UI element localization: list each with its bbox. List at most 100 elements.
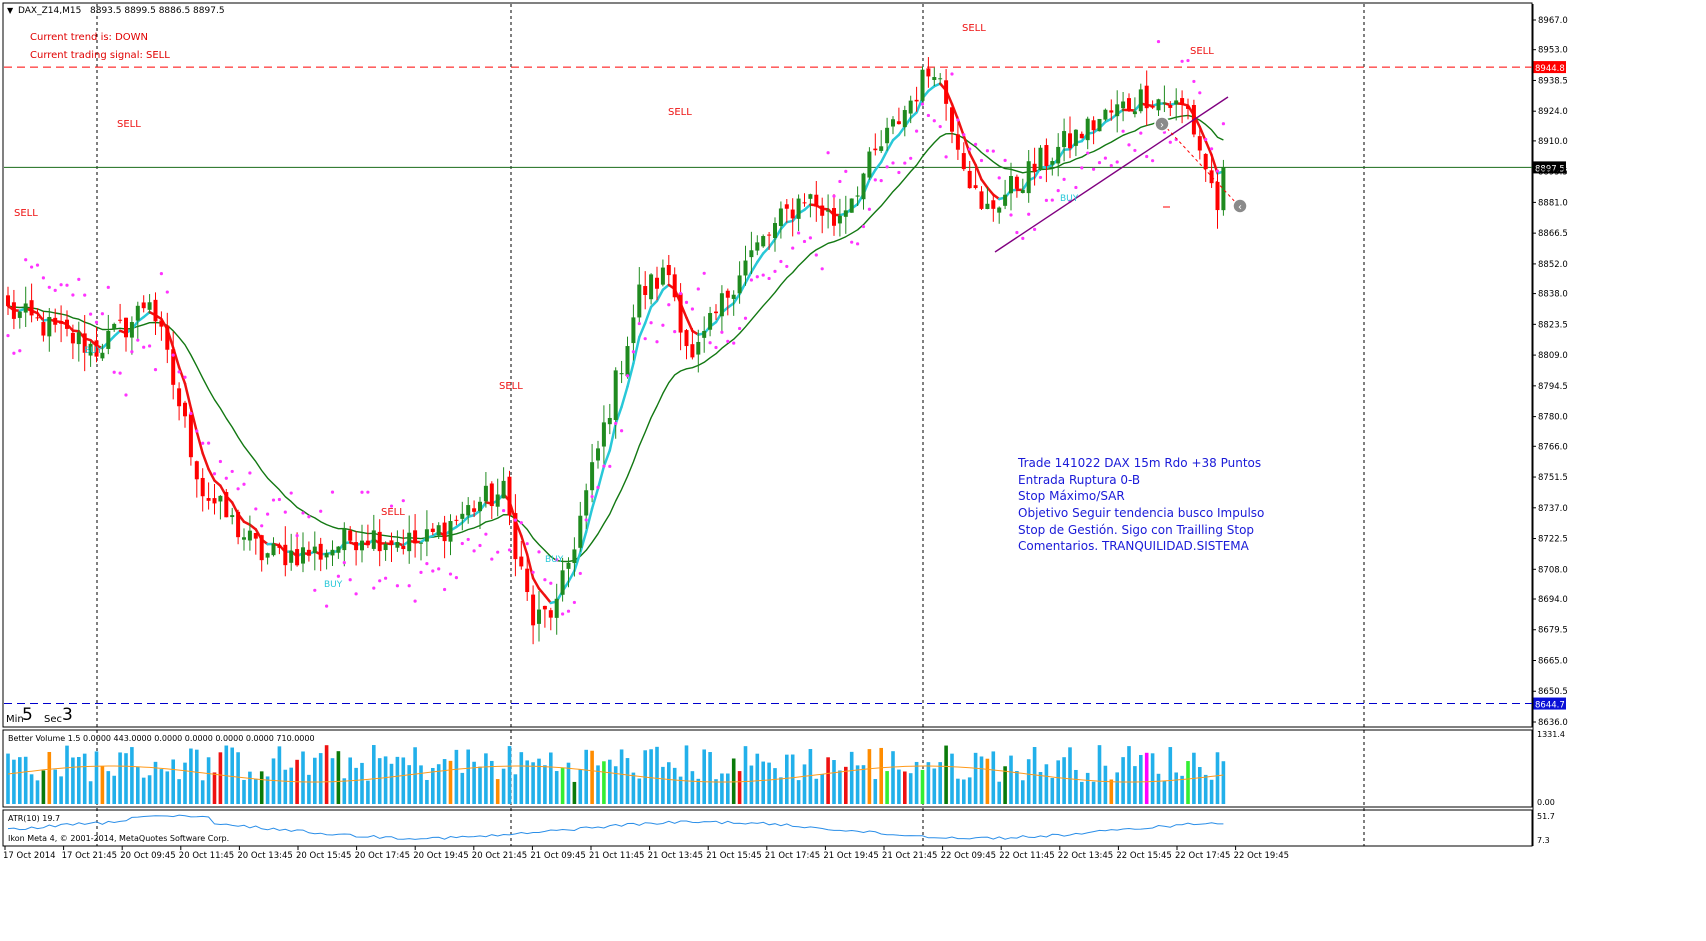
price-tick-label: 8794.5	[1538, 382, 1568, 392]
copyright-text: Ikon Meta 4, © 2001-2014, MetaQuotes Sof…	[8, 834, 229, 843]
sar-dot	[626, 374, 629, 377]
volume-bar	[838, 770, 842, 804]
sell-signal-label: SELL	[1190, 46, 1214, 57]
sar-dot	[408, 584, 411, 587]
time-tick-label: 20 Oct 11:45	[179, 851, 234, 861]
sar-dot	[632, 350, 635, 353]
sar-dot	[142, 346, 145, 349]
price-axis[interactable]: 8944.88897.58644.78967.08953.08938.58924…	[1533, 4, 1568, 846]
atr-subwindow[interactable]	[3, 810, 1532, 846]
volume-bar	[289, 768, 293, 804]
candle-body	[1109, 110, 1113, 112]
volume-bar	[1098, 745, 1102, 804]
sar-dot	[785, 265, 788, 268]
time-tick-label: 21 Oct 17:45	[765, 851, 820, 861]
sar-dot	[950, 72, 953, 75]
time-tick-label: 20 Oct 19:45	[413, 851, 468, 861]
candle-body	[183, 403, 187, 417]
candle-body	[985, 204, 989, 209]
volume-bar	[874, 779, 878, 804]
sar-dot	[502, 509, 505, 512]
sar-dot	[1110, 164, 1113, 167]
candle-body	[419, 543, 423, 544]
sar-dot	[974, 143, 977, 146]
volume-bar	[697, 779, 701, 804]
candle-body	[997, 208, 1001, 213]
candle-body	[519, 557, 523, 567]
candle-body	[732, 295, 736, 299]
sar-dot	[791, 246, 794, 249]
volume-bar	[1115, 772, 1119, 804]
volume-bar	[301, 751, 305, 804]
sar-dot	[1151, 159, 1154, 162]
volume-bar	[360, 763, 364, 804]
volume-bar	[714, 779, 718, 804]
candle-body	[1080, 134, 1084, 138]
candle-body	[667, 265, 671, 275]
candle-body	[1204, 154, 1208, 169]
candle-body	[342, 528, 346, 550]
candle-body	[567, 563, 571, 569]
volume-bar	[632, 773, 636, 804]
symbol-timeframe: DAX_Z14,M15	[18, 6, 81, 16]
volume-bar	[407, 765, 411, 804]
volume-bar	[1092, 782, 1096, 804]
price-tick-label: 8737.0	[1538, 504, 1568, 514]
candle-body	[1021, 190, 1025, 193]
candle-body	[631, 317, 635, 343]
time-tick-label: 21 Oct 15:45	[706, 851, 761, 861]
price-tick-label: 8967.0	[1538, 16, 1568, 26]
volume-bar	[502, 769, 506, 804]
sar-dot	[927, 114, 930, 117]
main-price-window[interactable]	[3, 3, 1532, 727]
candle-body	[1127, 98, 1131, 110]
candle-body	[47, 317, 51, 336]
volume-bar	[1080, 782, 1084, 804]
chart-menu-arrow-icon[interactable]: ▼	[7, 6, 14, 15]
price-tick-label: 8852.0	[1538, 260, 1568, 270]
candle-body	[478, 502, 482, 511]
price-tick-label: 8766.0	[1538, 442, 1568, 452]
volume-bar	[785, 755, 789, 804]
volume-bar	[891, 751, 895, 804]
sar-dot	[703, 272, 706, 275]
candle-body	[218, 496, 222, 502]
sar-dot	[154, 368, 157, 371]
sar-dot	[148, 344, 151, 347]
trade-open-marker[interactable]: ›	[1155, 117, 1169, 131]
sar-dot	[231, 470, 234, 473]
sar-dot	[685, 301, 688, 304]
sar-dot	[1015, 231, 1018, 234]
candle-body	[903, 110, 907, 127]
candle-body	[289, 551, 293, 563]
candle-body	[1098, 119, 1102, 131]
volume-bar	[1204, 775, 1208, 804]
volume-bar	[1104, 766, 1108, 804]
sar-dot	[821, 267, 824, 270]
time-tick-label: 22 Oct 19:45	[1234, 851, 1289, 861]
sar-dot	[939, 125, 942, 128]
sar-dot	[290, 491, 293, 494]
volume-bar	[885, 771, 889, 804]
candle-body	[1180, 98, 1184, 105]
volume-bar	[638, 779, 642, 804]
sar-dot	[602, 464, 605, 467]
sar-dot	[1080, 166, 1083, 169]
sar-dot	[178, 370, 181, 373]
candle-body	[1151, 106, 1155, 108]
trade-close-marker[interactable]: ‹	[1233, 199, 1247, 213]
sar-dot	[644, 337, 647, 340]
candle-body	[77, 332, 81, 344]
volume-bar	[278, 746, 282, 804]
volume-bar	[236, 752, 240, 804]
sar-dot	[42, 276, 45, 279]
sar-dot	[12, 352, 15, 355]
candle-body	[154, 300, 158, 321]
candle-body	[449, 521, 453, 542]
volume-bar	[148, 775, 152, 804]
volume-bar	[160, 769, 164, 804]
candle-body	[1050, 161, 1054, 165]
